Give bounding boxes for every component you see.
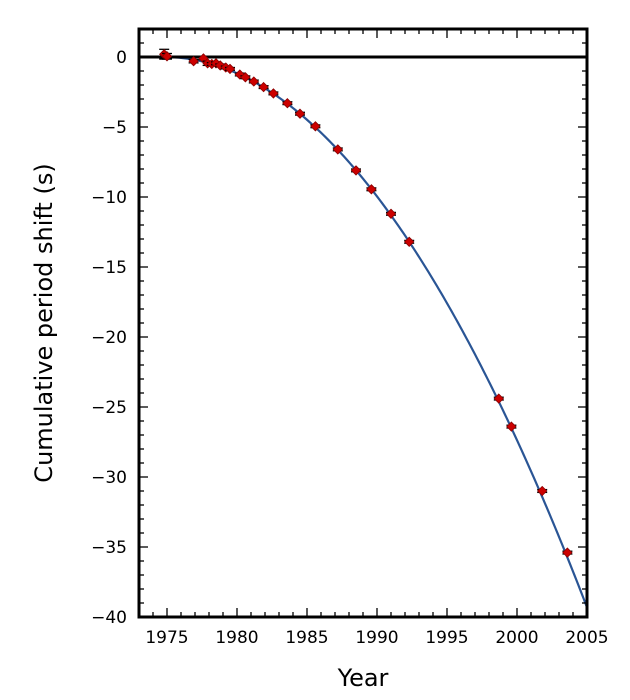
y-tick-label: −40 — [91, 608, 127, 628]
ticks-layer — [138, 28, 588, 618]
data-point — [294, 108, 306, 119]
tick-labels-layer: 1975 1980 1985 1990 1995 2000 2005 0 −5 −10 −15 −20… — [91, 48, 609, 648]
data-point — [404, 236, 415, 247]
x-tick-label: 1995 — [425, 628, 468, 648]
prediction-curve — [164, 55, 587, 608]
y-tick-label: −5 — [102, 118, 127, 138]
data-point — [282, 98, 293, 109]
y-tick-label: −10 — [91, 188, 127, 208]
y-tick-label: −30 — [91, 468, 127, 488]
plot-frame — [137, 27, 589, 619]
data-point — [268, 88, 279, 99]
x-axis-title: Year — [337, 664, 389, 692]
data-point — [258, 81, 269, 93]
y-tick-label: −35 — [91, 538, 127, 558]
data-point — [366, 184, 377, 195]
data-point — [188, 56, 199, 67]
data-point — [537, 485, 548, 497]
data-point — [506, 421, 517, 432]
data-points-layer — [159, 48, 573, 558]
data-point — [161, 51, 173, 62]
data-point — [224, 63, 236, 75]
y-tick-label: 0 — [116, 48, 127, 68]
data-point — [350, 165, 362, 176]
data-point — [493, 393, 504, 404]
prediction-curve-layer — [164, 55, 587, 608]
x-tick-label: 1985 — [285, 628, 328, 648]
data-point — [240, 72, 251, 83]
y-axis-title: Cumulative period shift (s) — [30, 163, 58, 482]
data-point — [310, 121, 321, 132]
data-point — [248, 76, 259, 87]
y-tick-label: −20 — [91, 328, 127, 348]
x-tick-label: 2000 — [495, 628, 538, 648]
x-tick-label: 1980 — [215, 628, 258, 648]
data-point — [332, 144, 343, 155]
x-tick-label: 1975 — [145, 628, 188, 648]
data-point — [385, 208, 397, 219]
data-point — [562, 547, 573, 558]
x-tick-label: 2005 — [565, 628, 608, 648]
y-tick-label: −15 — [91, 258, 127, 278]
y-tick-label: −25 — [91, 398, 127, 418]
x-tick-label: 1990 — [355, 628, 398, 648]
